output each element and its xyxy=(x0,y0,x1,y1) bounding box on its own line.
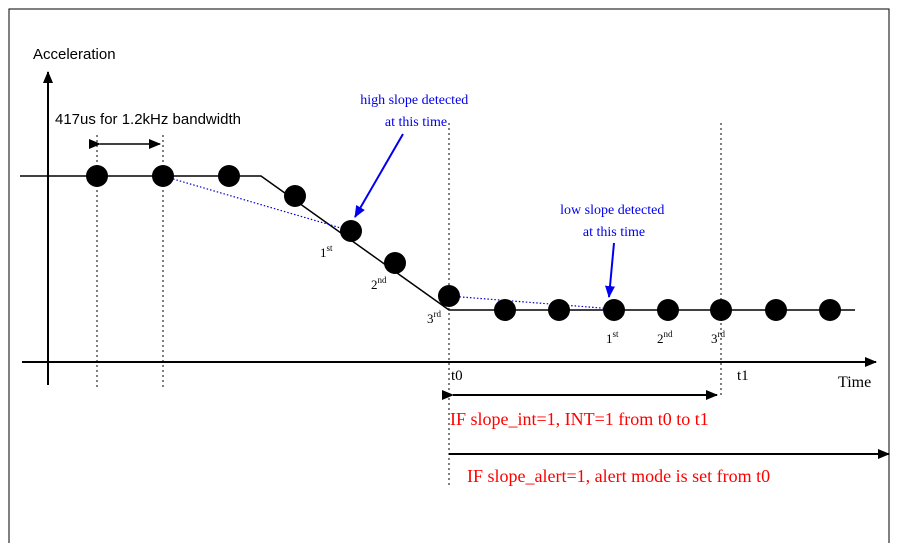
low-slope-callout-line: low slope detected xyxy=(560,203,664,218)
high-slope-callout-line: high slope detected xyxy=(360,93,468,108)
y-axis-label: Acceleration xyxy=(33,46,116,63)
sample-point xyxy=(603,299,625,321)
slope-int-note: IF slope_int=1, INT=1 from t0 to t1 xyxy=(450,409,709,429)
low-slope-dotted-link xyxy=(448,295,615,310)
sample-point xyxy=(765,299,787,321)
diagram-frame xyxy=(8,8,890,543)
bandwidth-note: 417us for 1.2kHz bandwidth xyxy=(55,111,241,128)
sample-point xyxy=(218,165,240,187)
high-slope-callout-line: at this time xyxy=(385,115,447,130)
ordinal-label: 3rd xyxy=(427,309,441,326)
sample-point xyxy=(548,299,570,321)
x-axis-label: Time xyxy=(838,374,871,391)
time-guides xyxy=(96,123,722,485)
sample-point xyxy=(657,299,679,321)
low-slope-callout-line: at this time xyxy=(583,225,645,240)
ordinal-label: 1st xyxy=(606,329,619,346)
sample-point xyxy=(819,299,841,321)
sample-point xyxy=(86,165,108,187)
slope-alert-note: IF slope_alert=1, alert mode is set from… xyxy=(467,466,770,486)
sample-point xyxy=(152,165,174,187)
ordinal-label: 2nd xyxy=(371,275,387,292)
high-slope-dotted-link xyxy=(162,175,352,232)
sample-point xyxy=(710,299,732,321)
sample-point xyxy=(284,185,306,207)
high-slope-callout: high slope detected at this time xyxy=(360,93,472,130)
ordinal-label: 1st xyxy=(320,243,333,260)
low-slope-arrow xyxy=(605,242,615,298)
ordinal-label: 3rd xyxy=(711,329,725,346)
t1-label: t1 xyxy=(737,368,749,384)
low-slope-callout: low slope detected at this time xyxy=(560,203,668,240)
ordinal-label: 2nd xyxy=(657,329,673,346)
sample-point xyxy=(340,220,362,242)
signal-trace xyxy=(20,175,855,311)
sample-point xyxy=(494,299,516,321)
sample-points xyxy=(86,165,841,321)
t0-label: t0 xyxy=(451,368,463,384)
sample-point xyxy=(438,285,460,307)
sample-point xyxy=(384,252,406,274)
high-slope-arrow xyxy=(354,133,404,218)
